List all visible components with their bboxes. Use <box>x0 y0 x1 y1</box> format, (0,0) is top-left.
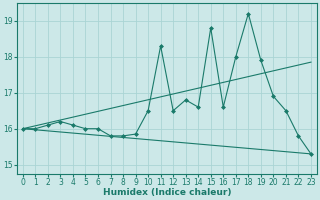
X-axis label: Humidex (Indice chaleur): Humidex (Indice chaleur) <box>103 188 231 197</box>
